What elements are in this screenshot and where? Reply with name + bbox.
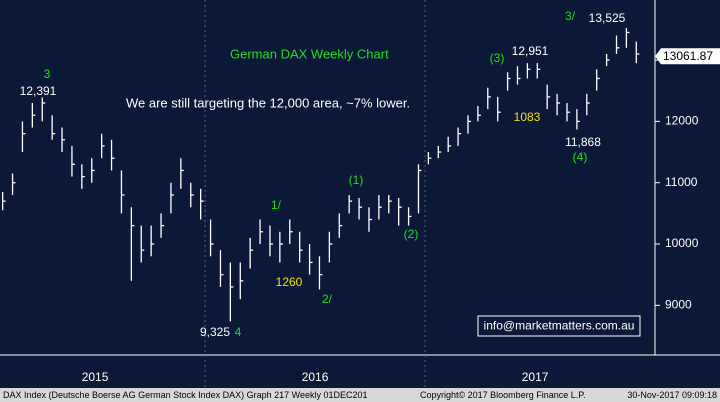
annotation: 2/ xyxy=(322,292,333,306)
x-tick-label: 2015 xyxy=(82,370,109,384)
chart-title: German DAX Weekly Chart xyxy=(230,46,389,61)
annotation: 4 xyxy=(235,325,242,339)
y-tick-label: 10000 xyxy=(665,236,699,250)
footer-right: 30-Nov-2017 09:09:18 xyxy=(627,390,717,400)
annotation: 11,868 xyxy=(565,135,601,149)
y-tick-label: 11000 xyxy=(665,175,698,189)
x-tick-label: 2017 xyxy=(522,370,549,384)
annotation: 1/ xyxy=(271,198,282,212)
annotation: (2) xyxy=(404,227,419,241)
last-value-pointer xyxy=(655,48,720,65)
footer-middle: Copyright© 2017 Bloomberg Finance L.P. xyxy=(420,390,586,400)
annotation: 3/ xyxy=(565,9,576,23)
annotation: 1260 xyxy=(276,275,303,289)
annotation: 13,525 xyxy=(589,11,626,25)
annotation: 3 xyxy=(44,67,51,81)
y-tick-label: 9000 xyxy=(665,298,692,312)
contact-box xyxy=(477,315,641,337)
subtitle: We are still targeting the 12,000 area, … xyxy=(126,95,410,110)
x-tick-label: 2016 xyxy=(302,370,329,384)
annotation: 12,951 xyxy=(512,44,549,58)
annotation: 12,391 xyxy=(20,84,57,98)
footer-bar xyxy=(0,388,720,402)
contact: info@marketmatters.com.au xyxy=(484,319,635,333)
annotation: 9,325 xyxy=(200,325,230,339)
annotation: (3) xyxy=(490,51,505,65)
footer-left: DAX Index (Deutsche Boerse AG German Sto… xyxy=(3,390,368,400)
annotation: (1) xyxy=(349,173,364,187)
y-tick-label: 12000 xyxy=(665,114,699,128)
annotation: (4) xyxy=(573,150,588,164)
annotation: 1083 xyxy=(514,110,541,124)
last-value-label: 13061.87 xyxy=(663,49,713,63)
